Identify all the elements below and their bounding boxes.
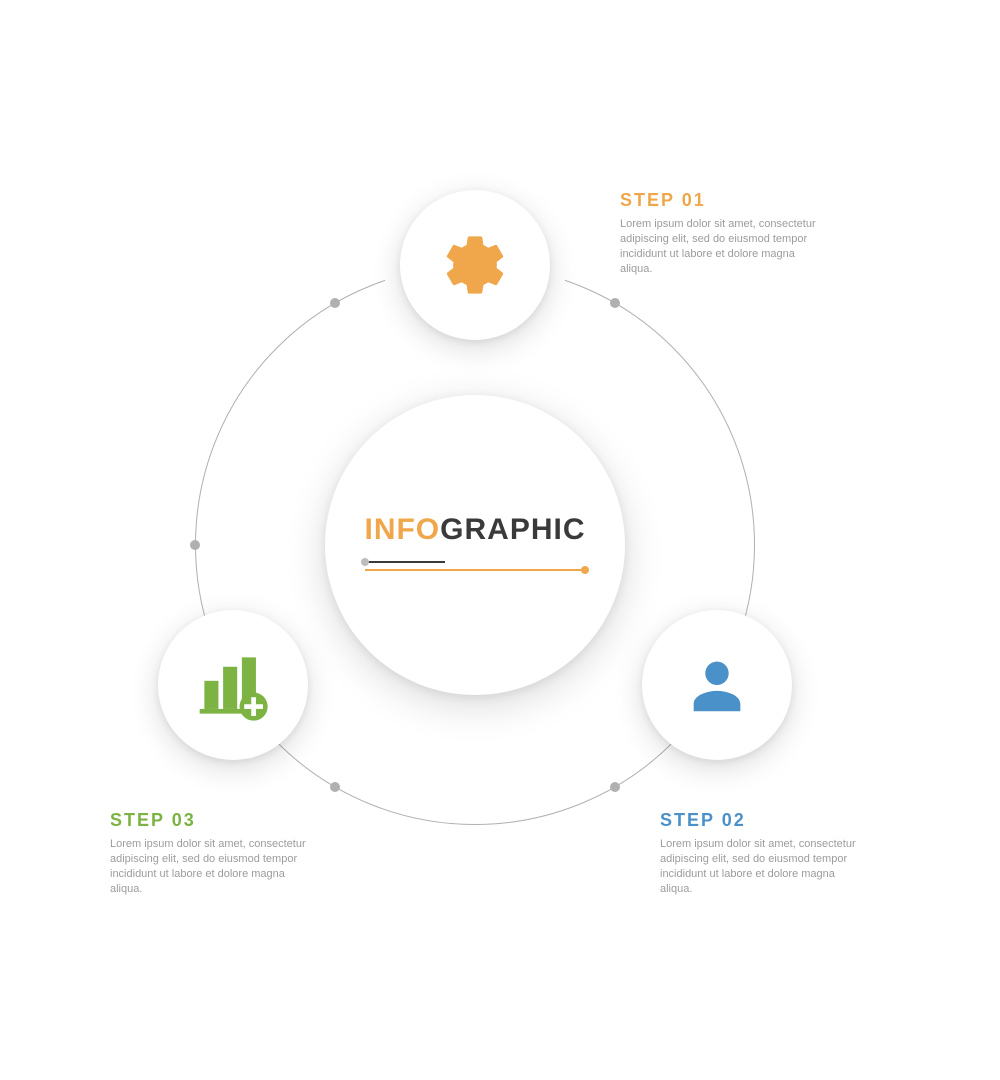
ring-dot xyxy=(190,540,200,550)
label-step1: STEP 01 Lorem ipsum dolor sit amet, conse… xyxy=(620,190,820,276)
center-circle: INFOGRAPHIC xyxy=(325,395,625,695)
step-desc: Lorem ipsum dolor sit amet, consectetur … xyxy=(620,217,820,276)
step-title: STEP 02 xyxy=(660,810,860,831)
ring-dot xyxy=(330,298,340,308)
title-underline xyxy=(365,557,585,577)
step-desc: Lorem ipsum dolor sit amet, consectetur … xyxy=(660,837,860,896)
center-title: INFOGRAPHIC xyxy=(364,513,585,547)
step-title: STEP 01 xyxy=(620,190,820,211)
step-title: STEP 03 xyxy=(110,810,310,831)
ring-dot xyxy=(610,782,620,792)
node-step3 xyxy=(158,610,308,760)
title-part-info: INFO xyxy=(364,513,440,546)
node-step1 xyxy=(400,190,550,340)
label-step2: STEP 02 Lorem ipsum dolor sit amet, conse… xyxy=(660,810,860,896)
step-desc: Lorem ipsum dolor sit amet, consectetur … xyxy=(110,837,310,896)
infographic-canvas: INFOGRAPHIC STEP 01 Lorem ipsum dolor sit… xyxy=(0,0,1000,1080)
gear-icon xyxy=(440,230,510,300)
person-icon xyxy=(682,650,752,720)
ring-dot xyxy=(610,298,620,308)
node-step2 xyxy=(642,610,792,760)
ring-dot xyxy=(330,782,340,792)
title-part-graphic: GRAPHIC xyxy=(440,513,585,546)
label-step3: STEP 03 Lorem ipsum dolor sit amet, conse… xyxy=(110,810,310,896)
chart-plus-icon xyxy=(195,648,270,723)
